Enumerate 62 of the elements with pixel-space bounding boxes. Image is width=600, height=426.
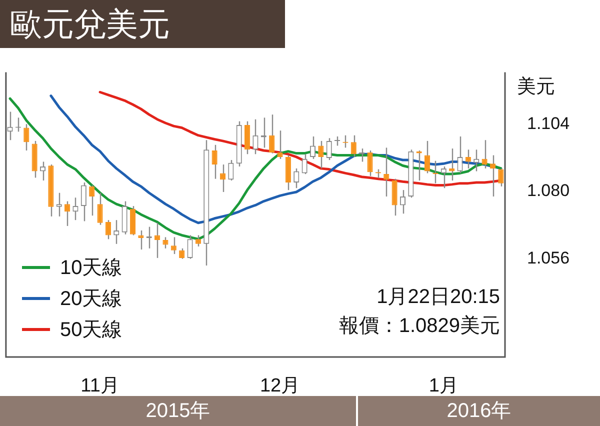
y-tick-label: 1.080 bbox=[527, 181, 570, 200]
text: 2015年 bbox=[0, 396, 356, 426]
candlestick bbox=[154, 222, 160, 259]
candlestick bbox=[97, 192, 103, 226]
candlestick bbox=[24, 124, 30, 152]
candlestick bbox=[105, 219, 111, 240]
candlestick bbox=[170, 236, 176, 255]
text: 2016年 bbox=[358, 396, 600, 426]
candlestick bbox=[294, 168, 300, 189]
candlestick bbox=[440, 166, 446, 189]
candlestick bbox=[432, 160, 438, 184]
candlestick bbox=[80, 182, 86, 222]
candlestick bbox=[285, 154, 291, 191]
candlestick bbox=[89, 184, 95, 216]
candlestick bbox=[277, 130, 283, 160]
candlestick bbox=[64, 200, 70, 227]
legend-label: 20天線 bbox=[60, 287, 122, 312]
candlestick bbox=[244, 120, 250, 155]
candlestick bbox=[72, 197, 78, 221]
candlestick bbox=[302, 154, 308, 175]
y-axis-title: 美元 bbox=[517, 75, 555, 98]
x-tick-label: 11月 bbox=[80, 376, 120, 397]
candlestick bbox=[195, 234, 201, 248]
candlestick bbox=[424, 140, 430, 174]
candlestick bbox=[138, 230, 144, 250]
x-tick-label: 12月 bbox=[260, 376, 300, 397]
y-tick-label: 1.104 bbox=[527, 114, 570, 133]
candlestick bbox=[252, 118, 258, 155]
y-tick-label: 1.056 bbox=[527, 248, 570, 268]
candlestick bbox=[187, 234, 193, 260]
candlestick bbox=[490, 154, 496, 198]
candlestick bbox=[326, 138, 332, 161]
candlestick bbox=[310, 136, 316, 160]
legend-label: 10天線 bbox=[60, 256, 122, 281]
candlestick bbox=[269, 114, 275, 154]
candlestick bbox=[56, 192, 62, 218]
candlestick bbox=[220, 164, 226, 193]
candlestick bbox=[384, 147, 390, 198]
candlestick bbox=[482, 140, 488, 170]
annotation: 報價：1.0829美元 bbox=[338, 314, 500, 339]
candlestick bbox=[465, 149, 471, 170]
candlestick bbox=[40, 161, 46, 182]
annotation: 1月22日20:15 bbox=[376, 285, 500, 310]
x-tick-label: 1月 bbox=[428, 376, 458, 397]
legend-label: 50天線 bbox=[60, 318, 122, 343]
candlestick bbox=[498, 168, 504, 187]
candlestick bbox=[228, 159, 234, 182]
candlestick bbox=[400, 189, 406, 214]
candlestick bbox=[334, 136, 340, 146]
candlestick bbox=[179, 248, 185, 260]
candlestick bbox=[114, 219, 120, 245]
candlestick bbox=[130, 205, 136, 236]
candlestick bbox=[392, 178, 398, 216]
chart-title: 歐元兌美元 bbox=[0, 0, 285, 48]
candlestick bbox=[7, 111, 13, 141]
candlestick bbox=[474, 149, 480, 172]
candlestick bbox=[350, 134, 356, 158]
candlestick bbox=[318, 140, 324, 170]
candlestick bbox=[212, 144, 218, 180]
candlestick bbox=[367, 150, 373, 177]
candlestick bbox=[457, 136, 463, 174]
candlestick bbox=[162, 236, 168, 250]
